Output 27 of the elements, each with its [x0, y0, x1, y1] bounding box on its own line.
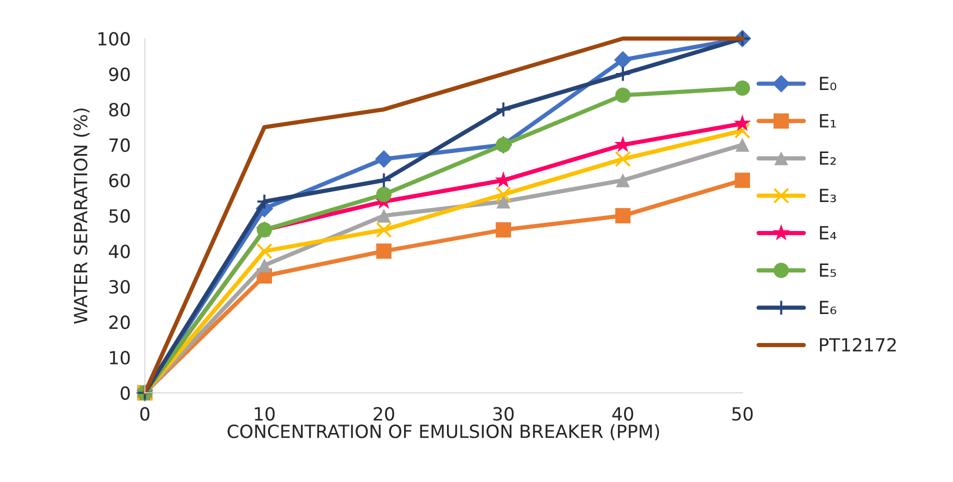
legend-label: E₂ — [820, 152, 836, 165]
legend-label: E₁ — [820, 114, 836, 128]
legend-label: PT12172 — [820, 338, 896, 352]
legend-label: E₅ — [820, 264, 836, 277]
y-tick-label: 20 — [109, 315, 130, 330]
y-tick-label: 0 — [120, 386, 130, 400]
x-tick-label: 40 — [612, 407, 634, 421]
y-tick-label: 40 — [108, 244, 130, 258]
legend-label: E₆ — [820, 300, 836, 314]
legend-label: E₀ — [820, 76, 836, 90]
y-tick-label: 60 — [109, 174, 130, 188]
x-tick-label: 10 — [254, 407, 275, 421]
legend-label: E₃ — [820, 188, 836, 202]
y-tick-label: 70 — [109, 138, 130, 152]
y-tick-label: 80 — [109, 102, 130, 117]
y-tick-label: 90 — [109, 67, 130, 82]
y-tick-label: 30 — [109, 280, 130, 294]
y-tick-label: 10 — [110, 350, 130, 365]
x-tick-label: 20 — [374, 407, 394, 421]
x-tick-label: 30 — [493, 407, 514, 421]
legend-label: E₄ — [820, 226, 836, 240]
x-tick-label: 50 — [732, 407, 753, 421]
y-tick-label: 100 — [98, 32, 130, 46]
y-tick-label: 50 — [109, 209, 130, 223]
x-axis-title: CONCENTRATION OF EMULSION BREAKER (PPM) — [228, 424, 660, 440]
y-axis-title: WATER SEPARATION (%) — [73, 108, 90, 324]
x-tick-label: 0 — [140, 407, 150, 421]
